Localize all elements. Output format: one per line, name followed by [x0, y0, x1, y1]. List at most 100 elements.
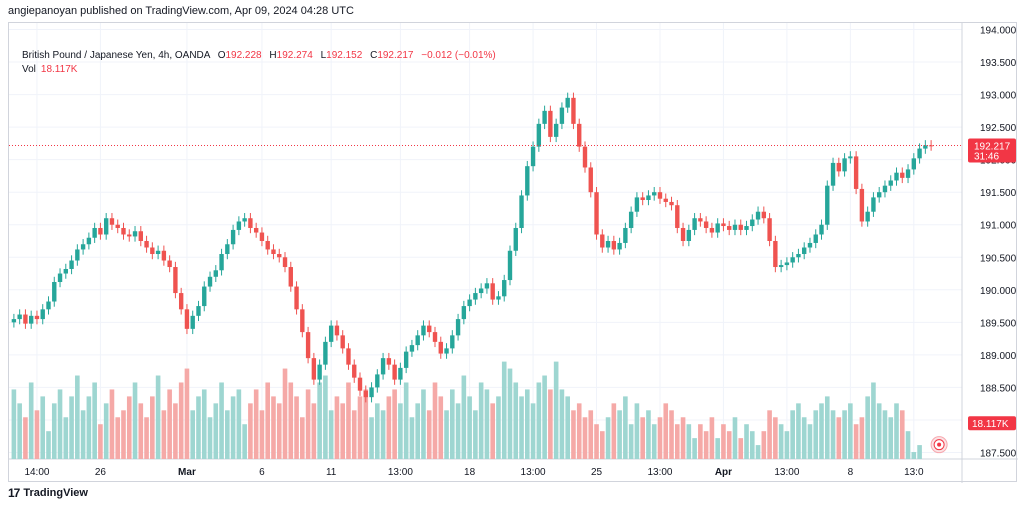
candle-body — [328, 325, 334, 342]
volume-bar — [773, 417, 778, 459]
candle-body — [882, 185, 888, 193]
candle-body — [86, 237, 92, 245]
volume-bar — [276, 403, 282, 459]
volume-bar — [253, 389, 259, 459]
time-tick-label: 13:0 — [904, 467, 924, 478]
candle-body — [121, 227, 126, 235]
price-tick-label: 193.500 — [980, 58, 1017, 69]
candle-body — [455, 319, 461, 336]
candle-body — [282, 257, 288, 268]
candle-body — [432, 332, 438, 342]
tradingview-brand[interactable]: 17 TradingView — [8, 486, 88, 500]
open-value: 192.228 — [225, 50, 262, 61]
candle-body — [311, 358, 317, 380]
candle-body — [184, 309, 190, 329]
volume-bar — [698, 424, 703, 459]
candle-body — [63, 268, 68, 274]
candle-body — [403, 351, 409, 368]
price-tick-label: 187.500 — [980, 448, 1017, 459]
candle-body — [242, 218, 247, 222]
candle-body — [28, 315, 34, 324]
candle-body — [646, 195, 651, 201]
volume-bar — [634, 403, 640, 459]
volume-bar — [426, 410, 432, 459]
volume-bar — [201, 389, 207, 459]
candle-body — [750, 219, 755, 227]
volume-bar — [617, 410, 622, 459]
volume-bar — [842, 410, 847, 459]
candle-body — [507, 250, 513, 281]
candle-body — [375, 374, 380, 388]
volume-bar — [749, 431, 755, 459]
volume-bar — [882, 410, 888, 459]
volume-bar — [184, 368, 190, 459]
time-tick-label: 13:00 — [647, 467, 672, 478]
volume-bar — [559, 389, 565, 459]
last-price-value: 192.217 — [974, 142, 1011, 153]
volume-bar — [467, 396, 472, 459]
time-tick-label: 8 — [848, 467, 854, 478]
price-tick-label: 189.000 — [980, 351, 1017, 362]
volume-bar — [294, 396, 299, 459]
volume-value-badge — [968, 416, 1016, 431]
candle-body — [917, 148, 922, 159]
time-tick-label: 11 — [326, 467, 337, 478]
candle-body — [657, 192, 663, 199]
volume-bar — [455, 403, 461, 459]
candle-body — [928, 145, 934, 147]
volume-bar — [69, 396, 74, 459]
volume-bar — [582, 417, 588, 459]
candle-body — [173, 267, 178, 294]
candle-body — [894, 172, 899, 181]
candle-body — [744, 226, 749, 230]
volume-bar — [178, 382, 184, 459]
volume-bar — [905, 431, 911, 459]
volume-bar — [109, 389, 115, 459]
volume-bar — [674, 424, 680, 459]
volume-bar — [323, 375, 328, 459]
candle-body — [536, 123, 542, 147]
volume-bar — [259, 410, 265, 459]
candle-body — [17, 314, 22, 320]
candle-body — [634, 197, 640, 212]
candle-body — [784, 262, 790, 266]
volume-bar — [190, 410, 196, 459]
candle-body — [571, 97, 576, 124]
candle-body — [577, 123, 582, 147]
volume-bar — [623, 396, 628, 459]
volume-bar — [813, 410, 819, 459]
volume-bar — [386, 396, 392, 459]
candlestick-chart[interactable]: 194.000193.500193.000192.500192.000191.5… — [9, 23, 1018, 483]
volume-bar — [75, 375, 80, 459]
candle-body — [519, 195, 524, 228]
candle-body — [138, 231, 143, 241]
candle-body — [352, 364, 357, 378]
candle-body — [225, 244, 230, 255]
candle-body — [553, 123, 559, 137]
volume-bar — [23, 417, 28, 459]
chart-legend: British Pound / Japanese Yen, 4h, OANDA … — [22, 49, 496, 77]
volume-bar — [213, 403, 219, 459]
candle-body — [490, 283, 495, 300]
volume-bar — [115, 417, 121, 459]
time-tick-label: 14:00 — [24, 467, 49, 478]
candle-body — [155, 250, 161, 255]
volume-bar — [824, 396, 830, 459]
volume-bar — [103, 403, 109, 459]
publish-info: angiepanoyan published on TradingView.co… — [8, 5, 354, 17]
volume-bar — [836, 417, 842, 459]
candle-body — [213, 270, 218, 277]
chart-pane[interactable]: 194.000193.500193.000192.500192.000191.5… — [8, 22, 1018, 483]
candle-body — [357, 377, 363, 391]
candle-body — [623, 227, 628, 243]
candle-body — [248, 218, 253, 228]
volume-bar — [51, 403, 57, 459]
volume-bar — [692, 438, 697, 459]
volume-bar — [11, 389, 17, 459]
candle-body — [294, 286, 299, 310]
candle-body — [600, 234, 605, 248]
symbol-description[interactable]: British Pound / Japanese Yen, 4h, OANDA — [22, 50, 210, 61]
candle-body — [392, 364, 397, 380]
candle-body — [548, 110, 553, 137]
price-tick-label: 190.500 — [980, 253, 1017, 264]
